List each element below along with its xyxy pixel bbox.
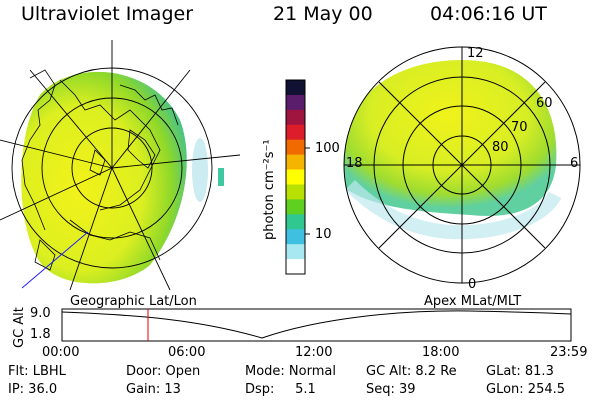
fringe-emission [192, 138, 208, 202]
colorbar-segment [286, 169, 305, 185]
colorbar-segment [286, 109, 305, 126]
colorbar-segment [286, 184, 305, 200]
mlt-label-6: 6 [570, 156, 579, 171]
colorbar-segment [286, 154, 305, 171]
colorbar-segment [286, 229, 305, 245]
altitude-timeline [61, 308, 572, 342]
colorbar-segment [286, 139, 305, 156]
colorbar-segment [286, 80, 305, 96]
timeline-ytick-high: 9.0 [30, 306, 51, 321]
info-dsp: Dsp: 5.1 [245, 382, 316, 397]
info-gain: Gain: 13 [126, 382, 181, 397]
info-mode: Mode: Normal [245, 364, 336, 379]
info-ip: IP: 36.0 [8, 382, 58, 397]
geographic-map [0, 40, 241, 290]
app-title: Ultraviolet Imager [21, 3, 194, 25]
emission-spot [218, 168, 224, 186]
colorbar-segment [286, 199, 305, 215]
colorbar-tick-10: 10 [315, 227, 332, 242]
timeline-ylabel: GC Alt [12, 307, 27, 348]
mlat-label-60: 60 [536, 96, 553, 111]
timeline-ytick-low: 1.8 [30, 327, 51, 342]
colorbar-tick-100: 100 [315, 141, 340, 156]
info-door: Door: Open [126, 364, 201, 379]
colorbar-segment [286, 94, 305, 111]
aurora-emission-right [344, 60, 557, 216]
right-panel-label: Apex MLat/MLT [424, 294, 522, 309]
mlt-label-18: 18 [346, 156, 363, 171]
colorbar-frame [285, 79, 306, 275]
mlt-label-0: 0 [468, 277, 477, 292]
mlat-label-80: 80 [492, 140, 509, 155]
colorbar-segment [286, 124, 305, 141]
colorbar-segment [286, 244, 305, 260]
timeline-xtick-2: 12:00 [295, 345, 333, 360]
info-glat: GLat: 81.3 [486, 364, 554, 379]
info-seq: Seq: 39 [366, 382, 416, 397]
colorbar-label: photon cm⁻²s⁻¹ [262, 139, 277, 240]
info-gc-alt: GC Alt: 8.2 Re [366, 364, 457, 379]
polar-plot [343, 46, 581, 284]
mlat-label-70: 70 [511, 120, 528, 135]
timeline-xtick-4: 23:59 [550, 345, 588, 360]
left-panel-label: Geographic Lat/Lon [70, 294, 197, 309]
info-filter: Flt: LBHL [8, 364, 66, 379]
image-time: 04:06:16 UT [430, 3, 547, 25]
info-glon: GLon: 254.5 [486, 382, 566, 397]
mlt-label-12: 12 [467, 46, 484, 61]
colorbar-segment [286, 259, 305, 275]
colorbar-segment [286, 214, 305, 230]
aurora-emission-left [21, 71, 187, 284]
timeline-xtick-1: 06:00 [168, 345, 206, 360]
image-date: 21 May 00 [273, 3, 373, 25]
timeline-xtick-3: 18:00 [422, 345, 460, 360]
colorbar [285, 79, 306, 275]
terminator-line [21, 231, 89, 289]
timeline-xtick-0: 00:00 [42, 345, 80, 360]
